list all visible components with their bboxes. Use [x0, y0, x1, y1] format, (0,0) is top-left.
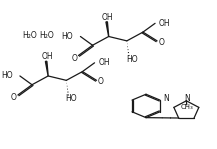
- Text: HO: HO: [1, 72, 13, 80]
- Text: OH: OH: [41, 52, 53, 61]
- Text: N: N: [163, 94, 169, 103]
- Polygon shape: [106, 22, 109, 37]
- Text: OH: OH: [102, 13, 113, 22]
- Polygon shape: [45, 61, 48, 76]
- Text: CH₃: CH₃: [181, 104, 194, 110]
- Text: H₂O: H₂O: [39, 31, 54, 39]
- Text: HO: HO: [126, 55, 138, 64]
- Text: O: O: [11, 93, 17, 102]
- Text: O: O: [71, 54, 77, 63]
- Text: OH: OH: [159, 19, 171, 28]
- Text: O: O: [98, 77, 104, 86]
- Text: N: N: [184, 94, 190, 103]
- Text: O: O: [158, 38, 164, 47]
- Text: HO: HO: [62, 32, 73, 41]
- Text: HO: HO: [66, 94, 77, 103]
- Text: H₂O: H₂O: [23, 31, 37, 39]
- Text: OH: OH: [99, 58, 110, 67]
